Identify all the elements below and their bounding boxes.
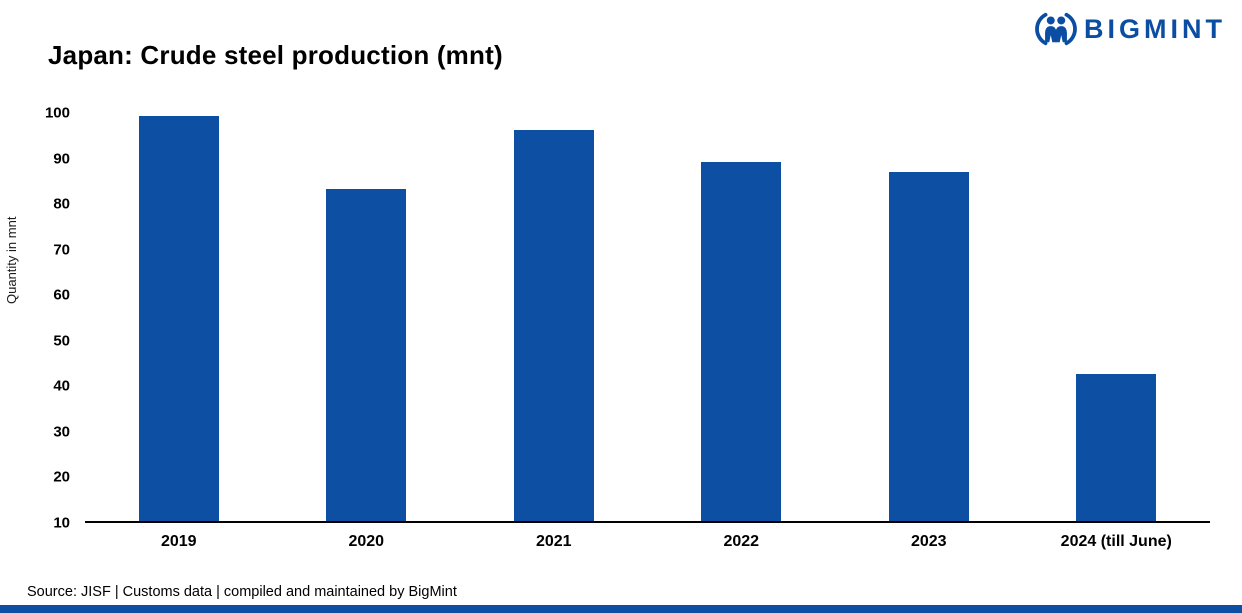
bar-2021: [513, 129, 594, 521]
y-axis-title: Quantity in mnt: [4, 216, 19, 304]
bar-2024 (till June): [1076, 373, 1157, 521]
y-tick-label-50: 50: [53, 332, 70, 350]
y-tick-label-70: 70: [53, 241, 70, 259]
plot-area: [85, 113, 1210, 523]
bottom-accent-strip: [0, 605, 1242, 613]
x-axis-label-2021: 2021: [535, 533, 572, 550]
y-axis: 100 90 80 70 60 50 40 30 20 10: [28, 105, 76, 532]
bar-2023: [888, 171, 969, 521]
y-tick-label-100: 100: [44, 104, 70, 122]
x-axis-label-2019: 2019: [160, 533, 197, 550]
bar-column-2020: [273, 113, 461, 521]
source-note: Source: JISF | Customs data | compiled a…: [27, 584, 457, 600]
bigmint-logo: BIGMINT: [1035, 10, 1226, 48]
y-tick-label-40: 40: [53, 377, 70, 395]
y-tick-label-80: 80: [53, 195, 70, 213]
y-tick-label-90: 90: [53, 150, 70, 168]
y-tick-label-10: 10: [53, 514, 70, 532]
bar-column-2021: [460, 113, 648, 521]
page-title: Japan: Crude steel production (mnt): [48, 40, 503, 70]
x-axis-label-2024 (till June): 2024 (till June): [1060, 533, 1172, 550]
bar-column-2023: [835, 113, 1023, 521]
x-axis-label-2023: 2023: [910, 533, 947, 550]
y-tick-label-30: 30: [53, 423, 70, 441]
bigmint-logo-icon: [1035, 10, 1077, 48]
y-tick-label-20: 20: [53, 468, 70, 486]
bigmint-logo-text: BIGMINT: [1084, 13, 1226, 44]
y-tick-label-60: 60: [53, 286, 70, 304]
x-axis-label-2022: 2022: [723, 533, 760, 550]
bar-column-2019: [85, 113, 273, 521]
bar-column-2024 (till June): [1023, 113, 1211, 521]
x-axis-labels: 2019 2020 2021 2022 2023 2024 (till June): [85, 533, 1210, 551]
bar-2020: [326, 188, 407, 521]
bar-2019: [138, 116, 219, 521]
bar-2022: [701, 161, 782, 521]
x-axis-label-2020: 2020: [348, 533, 385, 550]
bar-column-2022: [648, 113, 836, 521]
